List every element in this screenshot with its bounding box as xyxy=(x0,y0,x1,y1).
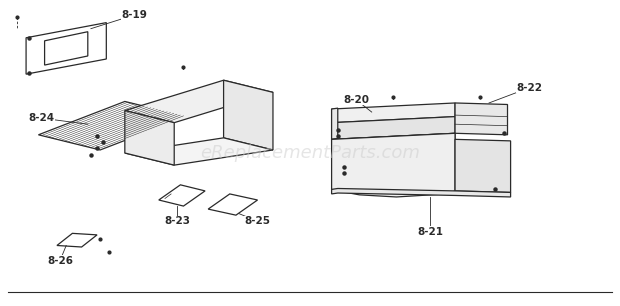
Polygon shape xyxy=(332,133,455,197)
Text: 8-24: 8-24 xyxy=(29,113,55,123)
Polygon shape xyxy=(125,80,273,123)
Polygon shape xyxy=(332,117,455,139)
Polygon shape xyxy=(125,138,273,165)
Text: 8-25: 8-25 xyxy=(244,216,270,226)
Text: 8-26: 8-26 xyxy=(47,256,73,266)
Polygon shape xyxy=(332,133,455,145)
Text: 8-19: 8-19 xyxy=(121,10,147,20)
Text: 8-22: 8-22 xyxy=(516,83,542,93)
Text: 8-23: 8-23 xyxy=(164,216,190,226)
Polygon shape xyxy=(332,108,338,139)
Text: eReplacementParts.com: eReplacementParts.com xyxy=(200,144,420,162)
Polygon shape xyxy=(332,103,455,123)
Polygon shape xyxy=(455,103,508,135)
Polygon shape xyxy=(455,139,511,192)
Text: 8-20: 8-20 xyxy=(343,95,370,105)
Polygon shape xyxy=(125,110,174,165)
Text: 8-21: 8-21 xyxy=(417,227,443,237)
Polygon shape xyxy=(224,80,273,150)
Polygon shape xyxy=(332,188,511,197)
